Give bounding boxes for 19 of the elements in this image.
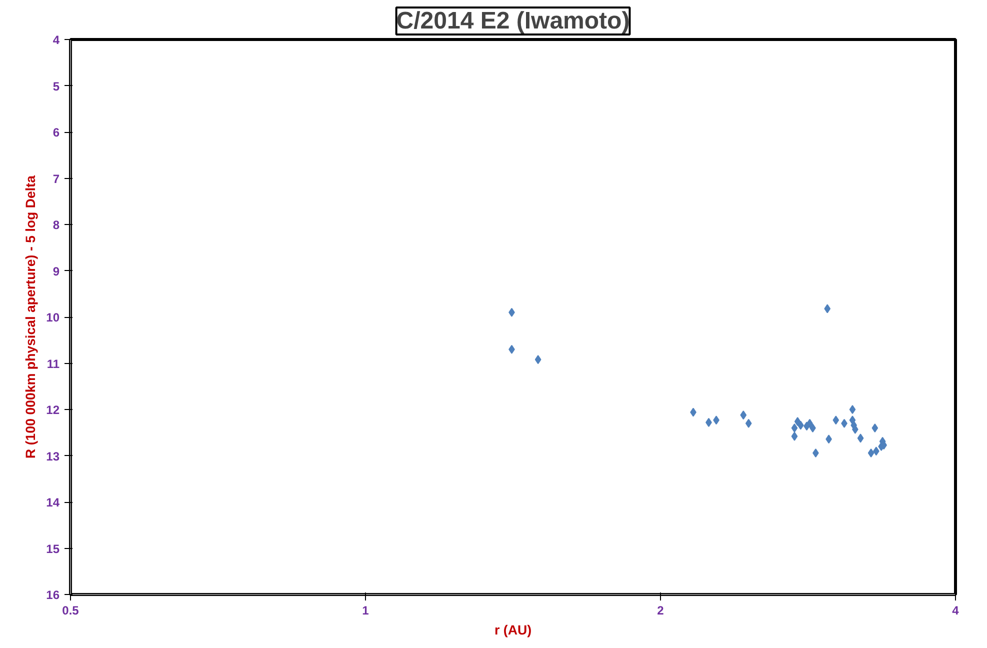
x-tick-label: 1 <box>362 604 370 618</box>
y-tick-label: 13 <box>46 449 60 464</box>
y-tick-label: 14 <box>46 496 60 510</box>
y-tick-label: 11 <box>46 356 60 371</box>
y-tick-label: 6 <box>52 126 60 140</box>
y-tick-label: 15 <box>46 542 60 556</box>
x-axis-title: r (AU) <box>494 622 532 638</box>
y-tick-label: 12 <box>46 403 60 417</box>
x-tick-label: 4 <box>952 604 960 618</box>
y-tick-label: 5 <box>52 79 60 94</box>
y-tick-label: 16 <box>46 588 60 602</box>
x-tick-label: 0.5 <box>62 604 80 618</box>
y-tick-label: 8 <box>52 218 60 232</box>
y-tick-label: 10 <box>46 310 60 324</box>
y-axis-title: R (100 000km physical aperture) - 5 log Delta <box>23 174 38 458</box>
x-tick-label: 2 <box>657 604 664 618</box>
y-tick-label: 9 <box>52 264 60 278</box>
y-tick-label: 7 <box>52 172 60 186</box>
y-tick-label: 4 <box>52 33 60 47</box>
